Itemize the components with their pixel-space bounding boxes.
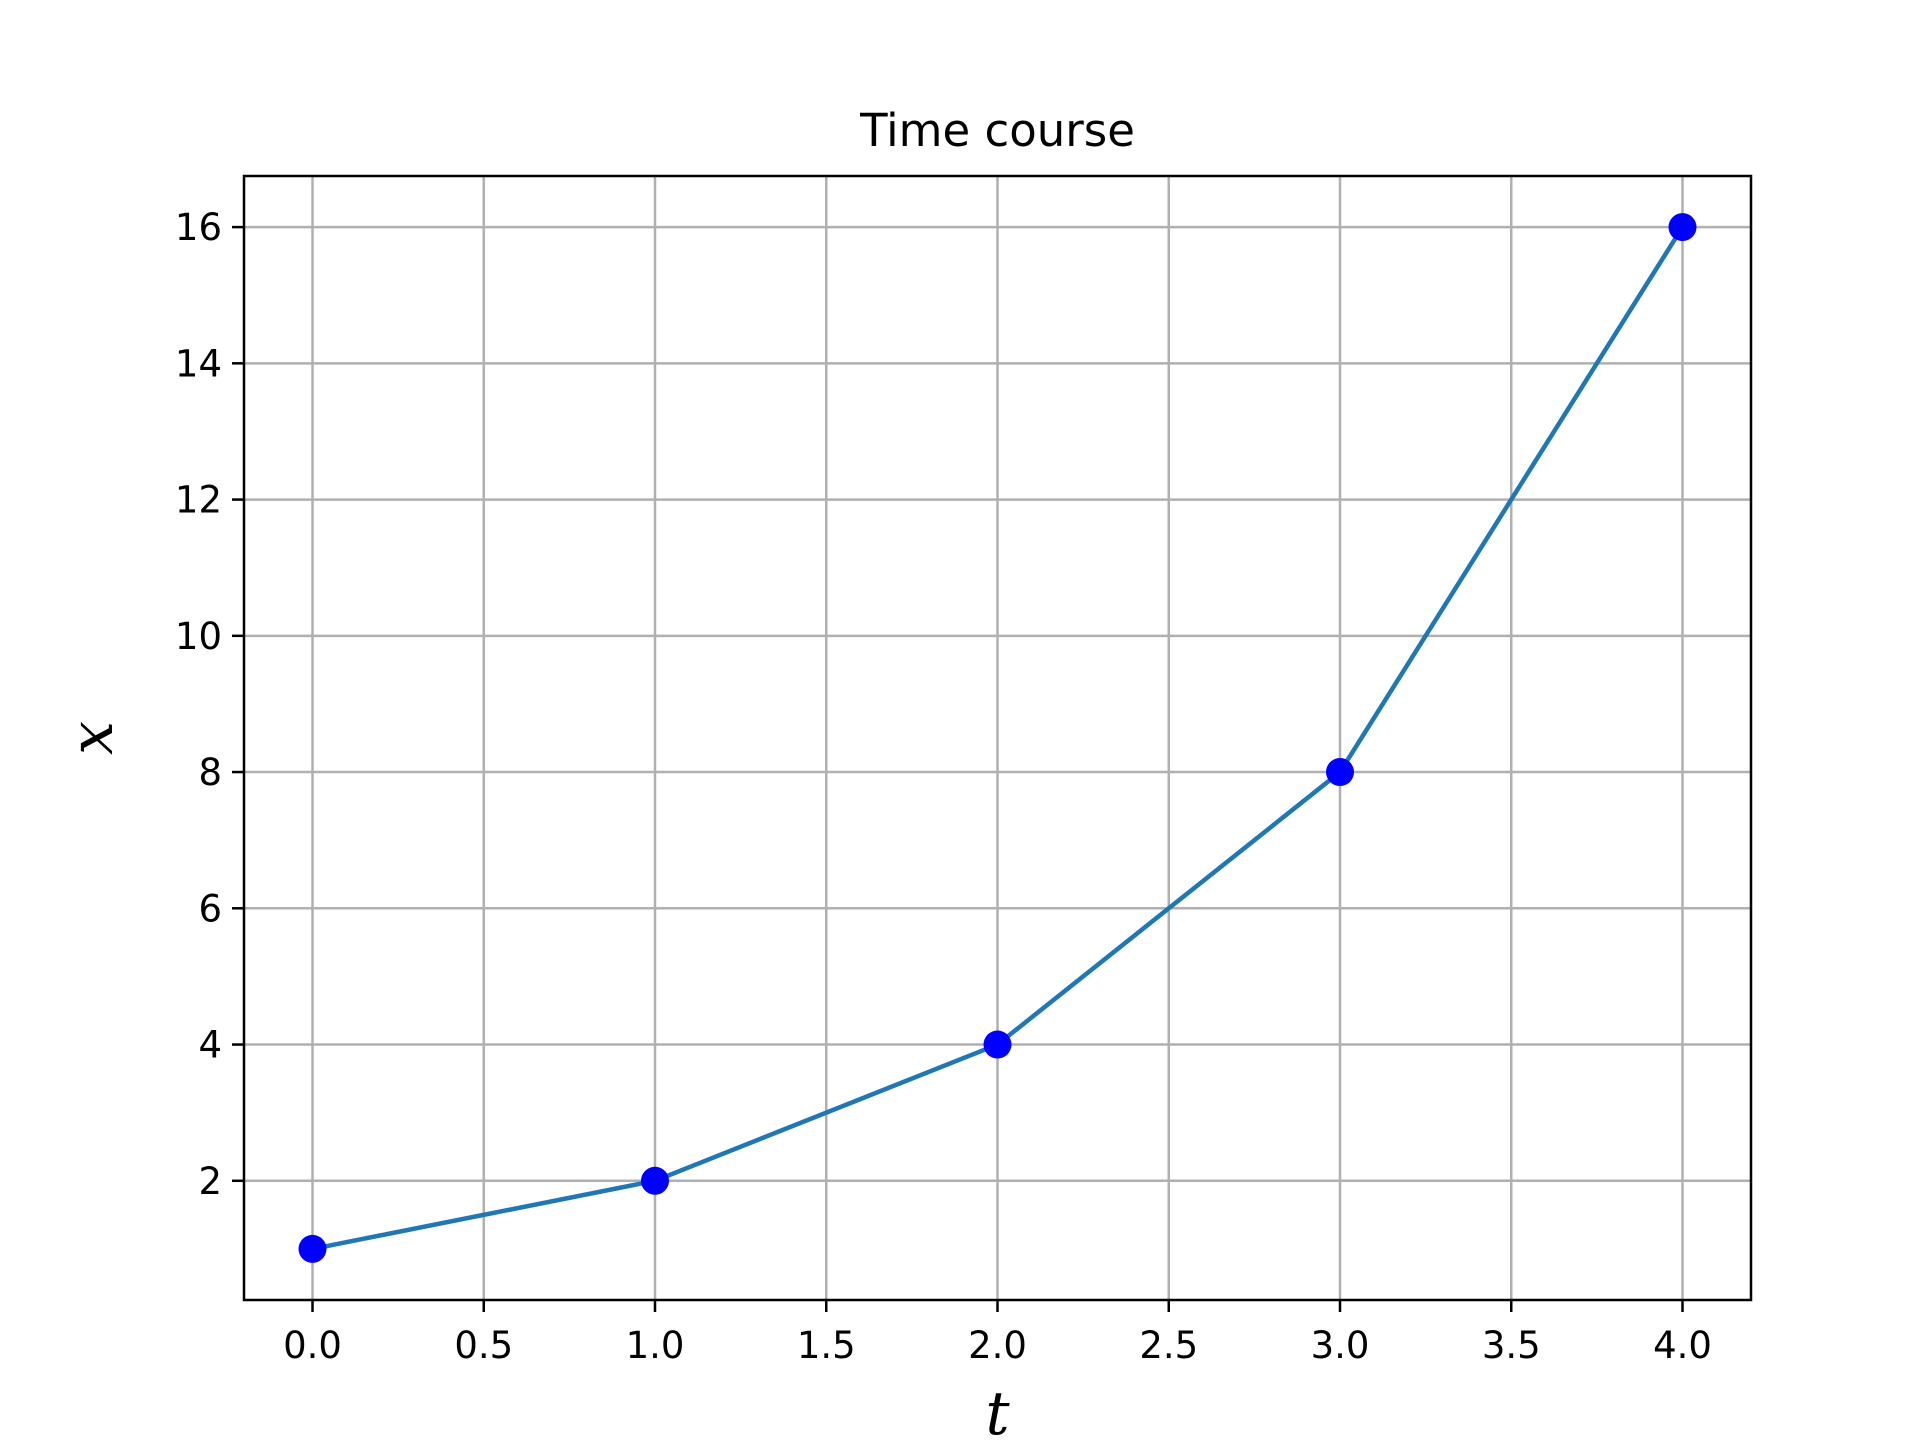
x-tick-label: 1.0 xyxy=(626,1324,685,1367)
y-tick-label: 16 xyxy=(175,206,222,249)
series-layer xyxy=(298,213,1697,1263)
x-axis-label: t xyxy=(985,1379,1010,1440)
x-tick-label: 3.0 xyxy=(1311,1324,1370,1367)
data-point xyxy=(1668,213,1697,242)
y-tick-label: 10 xyxy=(175,615,222,658)
data-point xyxy=(1326,758,1354,787)
y-tick-label: 12 xyxy=(175,479,222,522)
x-tick-label: 3.5 xyxy=(1482,1324,1541,1367)
data-point xyxy=(983,1030,1012,1059)
grid xyxy=(244,176,1751,1300)
y-tick-label: 8 xyxy=(198,751,222,794)
chart-title: Time course xyxy=(859,104,1135,157)
y-tick-label: 6 xyxy=(198,887,222,930)
y-tick-label: 4 xyxy=(198,1024,222,1067)
data-point xyxy=(298,1234,327,1263)
y-tick-label: 14 xyxy=(175,342,222,385)
data-point xyxy=(641,1166,669,1195)
y-axis-label: x xyxy=(57,721,127,755)
x-tick-label: 1.5 xyxy=(797,1324,856,1367)
y-tick-label: 2 xyxy=(198,1160,222,1203)
axis-ticks: 0.0 0.5 1.0 1.5 2.0 2.5 3.0 3.5 4.0 2 4 6 8 10 12 14 16 xyxy=(175,206,1712,1367)
x-tick-label: 2.0 xyxy=(968,1324,1027,1367)
x-tick-label: 0.5 xyxy=(454,1324,513,1367)
x-tick-label: 0.0 xyxy=(283,1324,342,1367)
x-tick-label: 2.5 xyxy=(1139,1324,1198,1367)
x-tick-label: 4.0 xyxy=(1653,1324,1712,1367)
